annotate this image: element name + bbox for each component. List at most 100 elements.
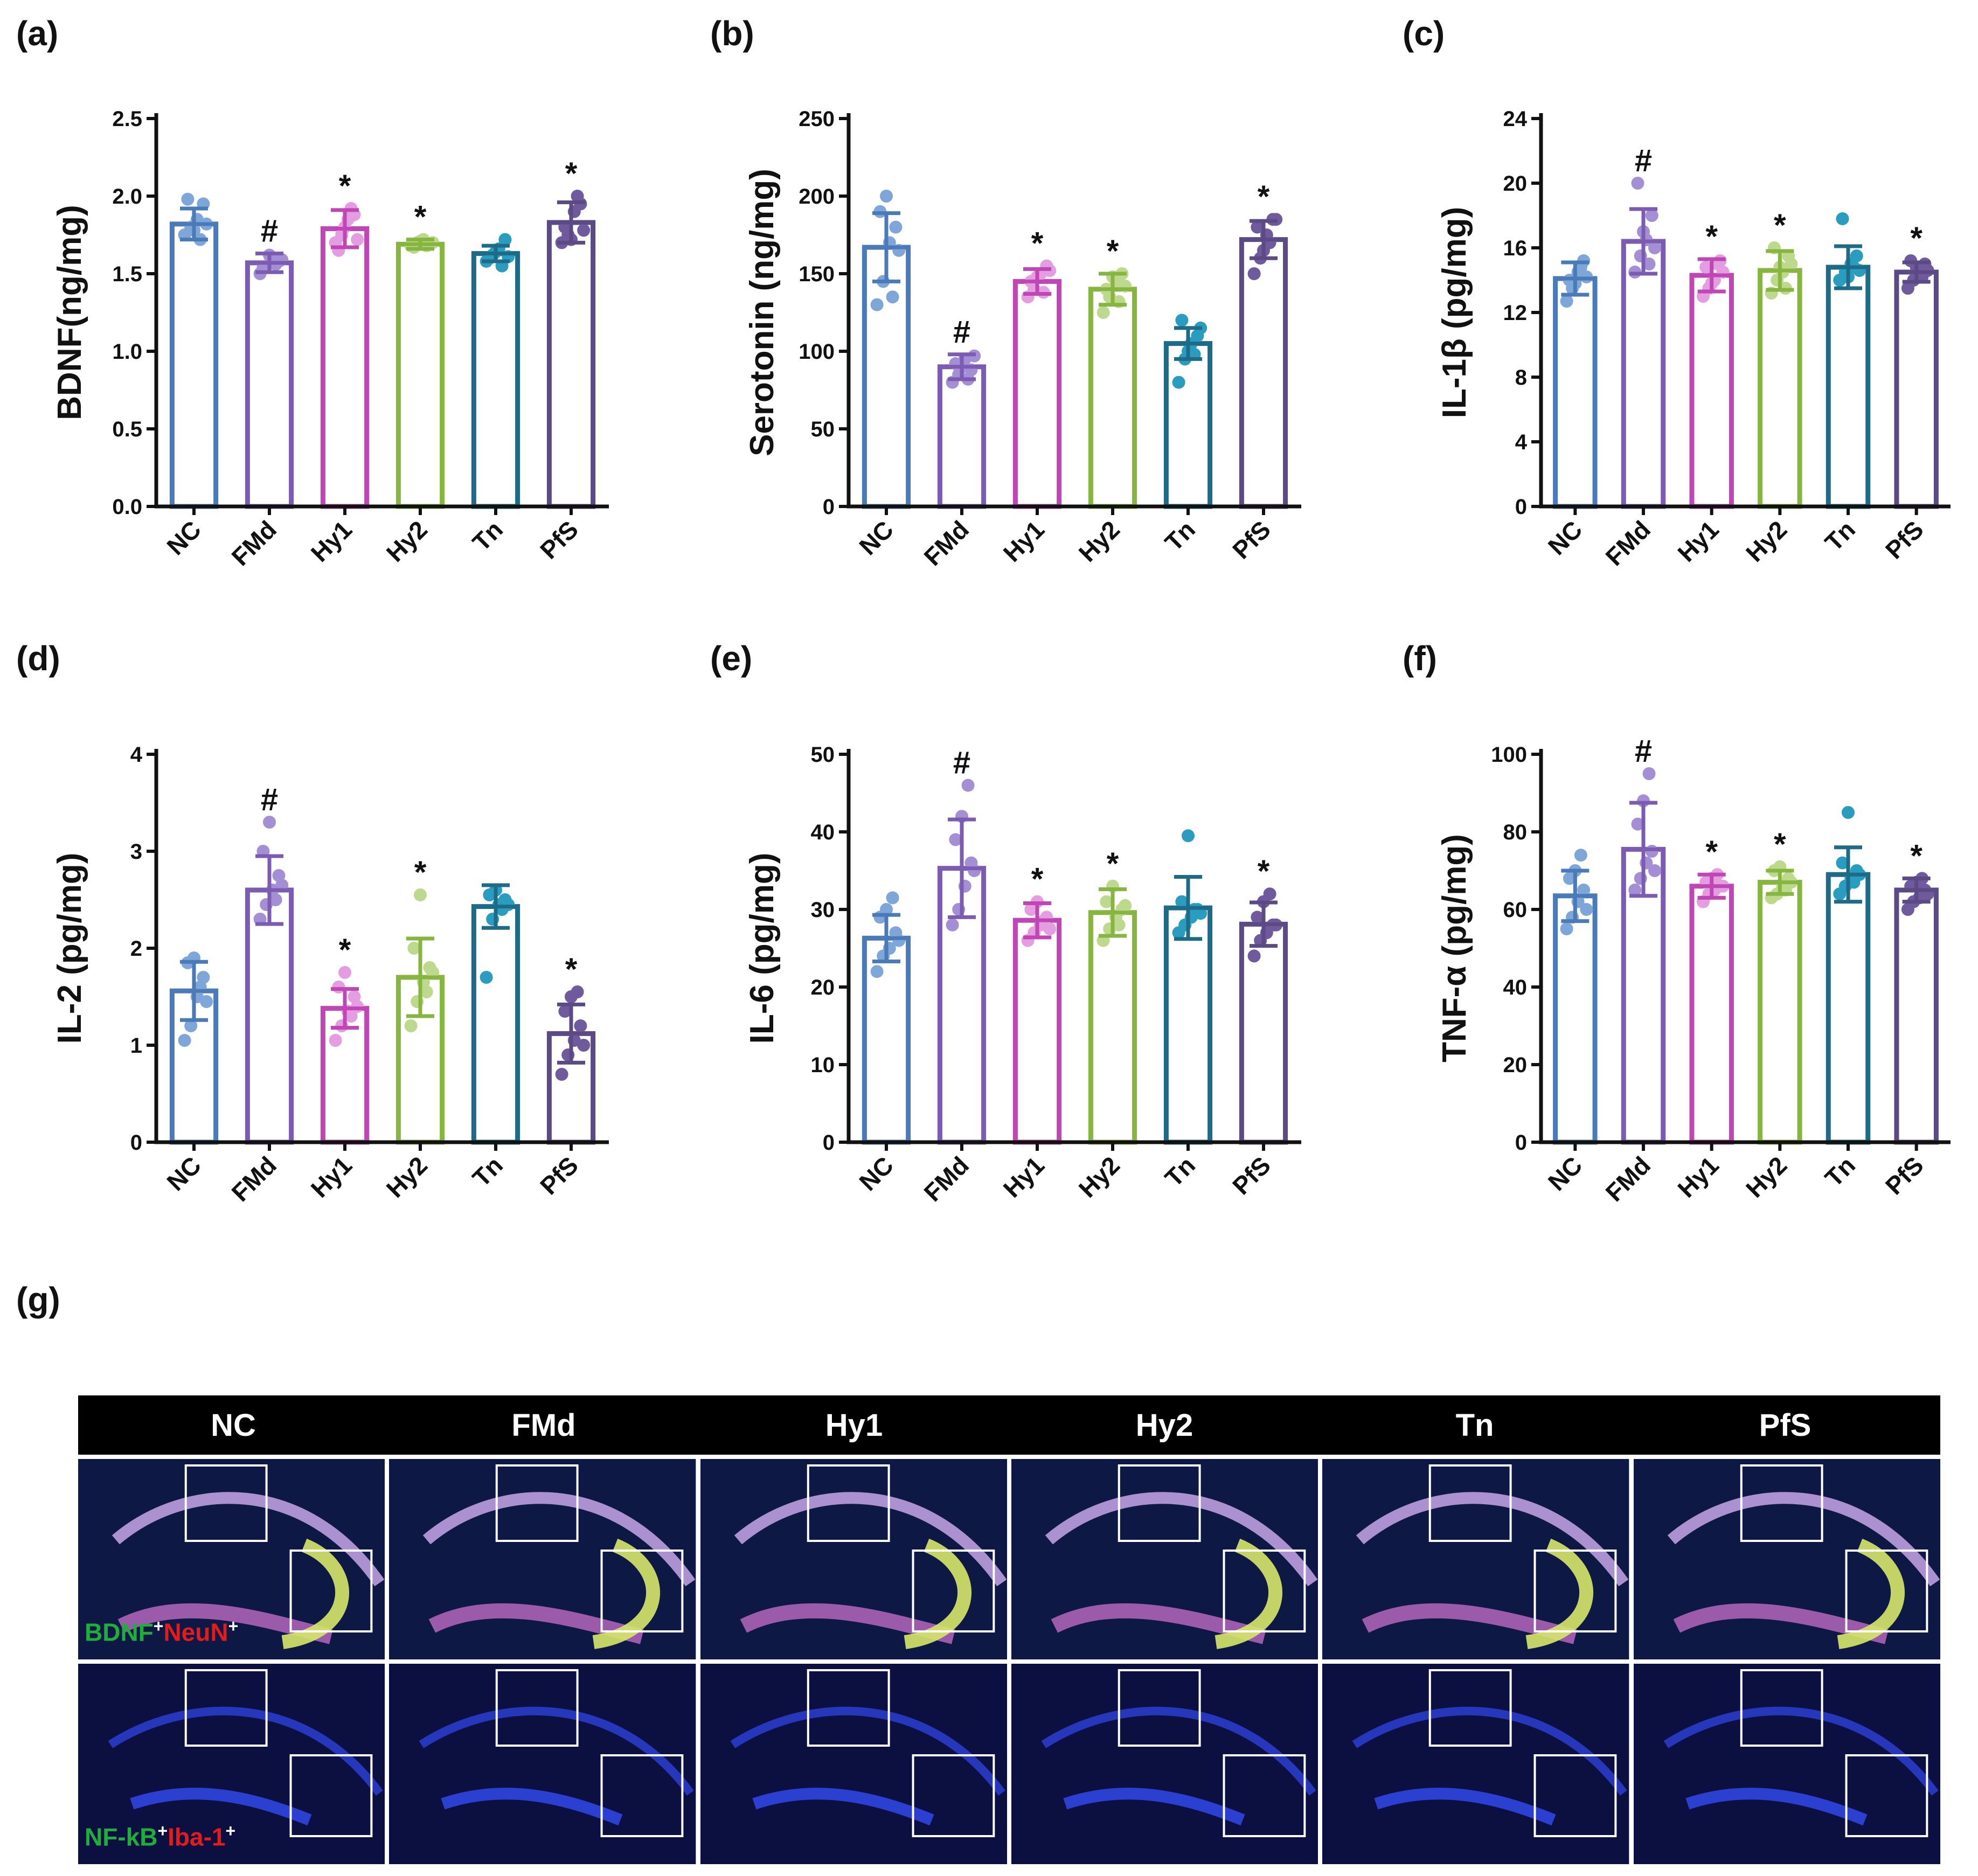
x-tick-label-hy2: Hy2 (1073, 515, 1125, 567)
x-tick-label-tn: Tn (1160, 1151, 1201, 1192)
data-point (351, 1000, 364, 1013)
significance-mark: * (1705, 835, 1718, 870)
inset-box (600, 1754, 684, 1837)
significance-mark: * (1910, 221, 1923, 256)
micrograph-nfkb-hy2 (1011, 1664, 1318, 1864)
y-tick-label: 30 (811, 898, 835, 922)
inset-box (1533, 1550, 1617, 1632)
micrograph-image (389, 1664, 696, 1864)
bar-nc (1553, 893, 1598, 1145)
data-point (1699, 261, 1713, 274)
bar-nc (1553, 276, 1598, 509)
significance-mark: * (1107, 846, 1119, 881)
x-tick-label-fmd: FMd (226, 515, 282, 571)
micrograph-nfkb-hy1 (700, 1664, 1007, 1864)
bar-nc (169, 221, 219, 509)
x-tick-label-pfs: PfS (535, 1151, 584, 1200)
stain-iba1-sup: + (225, 1821, 236, 1840)
y-tick-label: 50 (811, 743, 835, 767)
data-point (351, 233, 364, 246)
x-tick-label-pfs: PfS (1227, 515, 1276, 564)
y-tick-label: 20 (1503, 172, 1528, 196)
data-point (1251, 220, 1264, 234)
x-tick-label-hy1: Hy1 (998, 1151, 1050, 1203)
y-tick-label: 100 (799, 340, 835, 364)
tissue-background (1322, 1664, 1629, 1864)
bar-tn (1826, 872, 1871, 1145)
ca3-region (904, 1538, 971, 1649)
significance-mark: # (953, 315, 970, 350)
data-point (886, 891, 899, 905)
group-header-hy1: Hy1 (825, 1407, 883, 1443)
tissue-background (1633, 1664, 1940, 1864)
bar-hy1 (320, 226, 370, 509)
data-point (555, 1068, 568, 1081)
data-point (1850, 249, 1863, 262)
axes (154, 749, 609, 1144)
dentate-gyrus (1063, 1788, 1245, 1826)
inset-box (912, 1550, 995, 1632)
axes (846, 749, 1301, 1144)
data-point (1560, 295, 1573, 308)
data-point (870, 965, 884, 978)
data-point (1175, 895, 1189, 908)
significance-mark: * (1910, 838, 1923, 873)
micrograph-nfkb-fmd (389, 1664, 696, 1864)
bar-hy2 (1758, 880, 1802, 1145)
bar-hy2 (1088, 910, 1137, 1145)
ca3-region (281, 1538, 349, 1649)
inset-box (1118, 1464, 1201, 1542)
data-point (949, 833, 962, 846)
inset-box (496, 1464, 579, 1542)
dentate-gyrus (1374, 1788, 1556, 1826)
x-tick-label-fmd: FMd (918, 1151, 974, 1207)
y-tick-label: 0.0 (112, 495, 142, 519)
data-point (1182, 829, 1195, 843)
tissue-background (700, 1664, 1007, 1864)
inset-box (184, 1464, 268, 1542)
y-tick-label: 40 (1503, 976, 1528, 999)
x-tick-label-tn: Tn (467, 515, 509, 557)
panel-letter-a: (a) (16, 14, 59, 53)
data-point (344, 1010, 358, 1023)
significance-mark: * (1031, 226, 1044, 261)
significance-mark: * (1774, 208, 1786, 243)
data-point (1836, 212, 1849, 225)
x-tick-label-hy2: Hy2 (381, 1151, 433, 1203)
x-tick-label-hy2: Hy2 (1740, 515, 1792, 567)
micrograph-nfkb-tn (1322, 1664, 1629, 1864)
x-tick-label-fmd: FMd (918, 515, 974, 571)
micrograph-image (1633, 1664, 1940, 1864)
tissue-background (78, 1664, 385, 1864)
data-point (1577, 884, 1591, 897)
y-tick-label: 24 (1503, 107, 1528, 131)
significance-mark: * (1258, 179, 1270, 214)
x-tick-label-hy2: Hy2 (1073, 1151, 1125, 1203)
x-tick-label-pfs: PfS (1227, 1151, 1276, 1200)
axes (154, 113, 609, 509)
panel-letter-g: (g) (16, 1280, 60, 1319)
stain-label-nfkb-iba1: NF-kB+Iba-1+ (85, 1821, 235, 1851)
data-point (1648, 241, 1661, 254)
y-tick-label: 0.5 (112, 418, 142, 441)
y-tick-label: 4 (130, 743, 143, 767)
x-tick-label-pfs: PfS (1880, 515, 1929, 564)
data-point (1263, 887, 1276, 901)
significance-mark: # (1635, 734, 1652, 769)
inset-box (600, 1550, 684, 1632)
data-point (1631, 177, 1644, 190)
significance-mark: * (1258, 854, 1270, 889)
stain-bdnf: BDNF (85, 1618, 154, 1646)
bar-fmd (937, 364, 987, 509)
data-point (404, 1019, 418, 1032)
micrograph-image (389, 1459, 696, 1659)
bar-tn (1163, 341, 1213, 509)
data-point (558, 1005, 572, 1018)
data-point (1043, 922, 1057, 935)
y-tick-label: 100 (1491, 743, 1527, 767)
x-tick-label-fmd: FMd (226, 1151, 282, 1207)
ca3-region (1214, 1538, 1282, 1649)
ca3-region (592, 1538, 661, 1649)
significance-mark: * (1107, 234, 1119, 269)
stain-label-bdnf-neun: BDNF+NeuN+ (85, 1616, 238, 1646)
